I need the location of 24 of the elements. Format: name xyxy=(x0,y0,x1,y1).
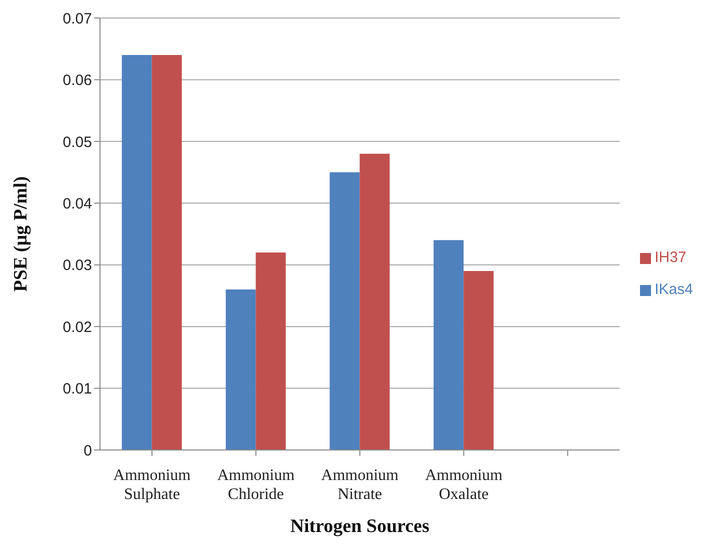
bar xyxy=(464,271,494,450)
x-axis-title: Nitrogen Sources xyxy=(290,516,430,537)
bar xyxy=(152,55,182,450)
x-tick-label: Ammonium Chloride xyxy=(217,467,296,503)
bar xyxy=(360,154,390,450)
y-tick-label: 0 xyxy=(84,442,92,460)
x-tick-label: Ammonium Sulphate xyxy=(113,467,192,503)
x-tick-label: Ammonium Oxalate xyxy=(425,467,503,503)
y-tick-label: 0.07 xyxy=(62,10,92,28)
y-tick-label: 0.06 xyxy=(62,72,92,90)
legend-label: IH37 xyxy=(654,249,686,266)
y-tick-label: 0.04 xyxy=(62,195,92,212)
y-tick-label: 0.01 xyxy=(62,380,92,398)
bar xyxy=(434,240,464,450)
y-axis-title: PSE (µg P/ml) xyxy=(10,176,32,292)
bar xyxy=(256,252,286,450)
x-tick-label: Ammonium Nitrate xyxy=(321,467,400,503)
bar xyxy=(330,172,360,450)
y-tick-label: 0.02 xyxy=(62,318,92,336)
y-tick-label: 0.03 xyxy=(62,257,92,274)
y-tick-label: 0.05 xyxy=(62,134,92,151)
bar xyxy=(122,55,152,450)
bar xyxy=(226,290,256,450)
legend-label: IKas4 xyxy=(654,281,693,298)
